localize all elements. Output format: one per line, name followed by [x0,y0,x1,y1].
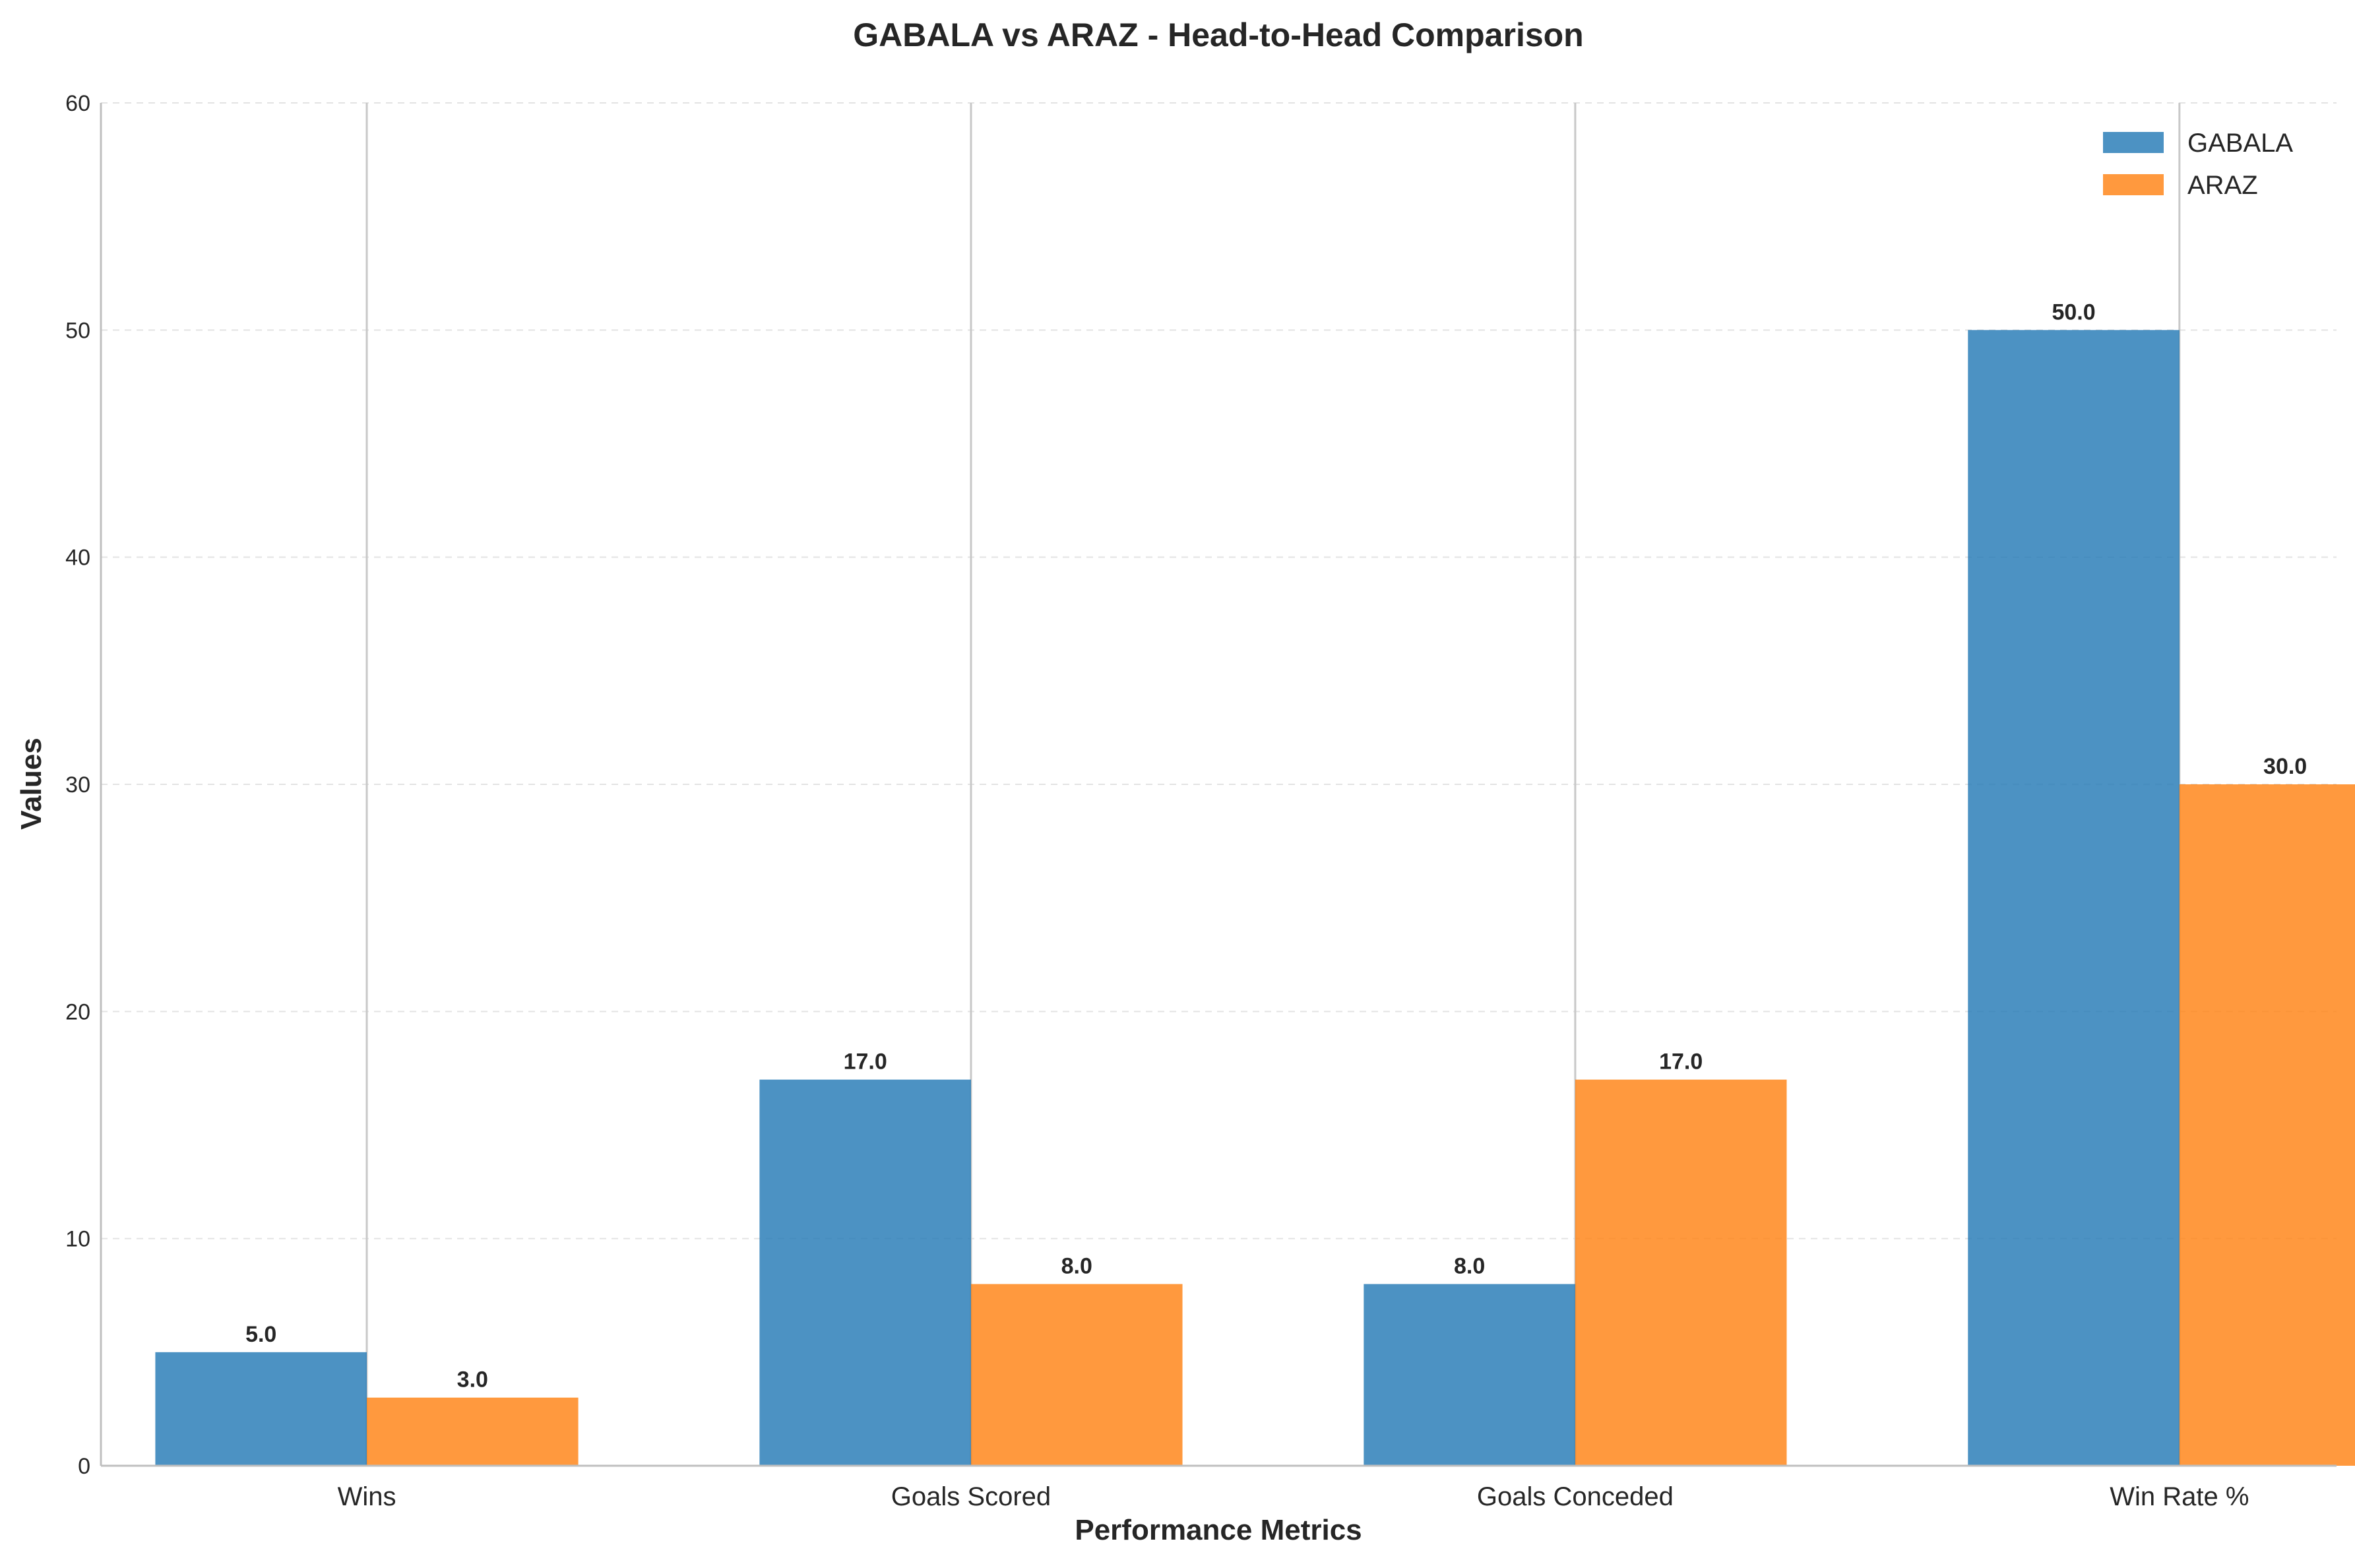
chart-title: GABALA vs ARAZ - Head-to-Head Comparison [853,16,1583,53]
y-tick-label: 0 [78,1454,90,1479]
bar-value-label: 5.0 [245,1322,276,1347]
bar-araz-goals-conceded [1575,1079,1787,1466]
bar-gabala-goals-scored [759,1079,971,1466]
x-tick-label: Wins [338,1482,396,1511]
bar-araz-wins [367,1397,579,1466]
y-tick-label: 20 [65,999,90,1024]
x-axis-label: Performance Metrics [1075,1514,1362,1546]
x-tick-label: Goals Scored [891,1482,1051,1511]
x-tick-label: Win Rate % [2110,1482,2249,1511]
x-tick-labels: Wins Goals Scored Goals Conceded Win Rate % [338,1482,2249,1511]
bar-value-label: 17.0 [1659,1050,1703,1075]
legend-swatch-araz [2103,174,2164,195]
bar-gabala-win-rate- [1968,330,2180,1466]
legend-swatch-gabala [2103,132,2164,153]
legend: GABALA ARAZ [2103,129,2293,200]
y-tick-label: 40 [65,546,90,571]
axes [100,103,2337,1467]
bars [155,330,2355,1466]
bar-value-label: 50.0 [2052,299,2095,325]
y-tick-label: 50 [65,318,90,343]
grid-lines [101,102,2337,1239]
bar-gabala-wins [155,1352,367,1466]
y-tick-label: 60 [65,91,90,116]
value-labels: 5.0 17.0 8.0 50.0 3.0 8.0 17.0 30.0 [245,299,2307,1392]
y-tick-label: 10 [65,1227,90,1252]
bar-value-label: 3.0 [457,1367,488,1393]
y-axis-label: Values [15,737,47,829]
y-tick-label: 30 [65,772,90,798]
bar-gabala-goals-conceded [1364,1284,1575,1466]
bar-value-label: 8.0 [1454,1254,1485,1279]
legend-label-gabala: GABALA [2187,129,2293,158]
bar-value-label: 30.0 [2263,754,2307,779]
y-tick-labels: 0 10 20 30 40 50 60 [65,91,90,1479]
x-tick-label: Goals Conceded [1477,1482,1674,1511]
bar-araz-goals-scored [970,1284,1183,1466]
bar-araz-win-rate- [2179,784,2355,1466]
bar-value-label: 8.0 [1061,1254,1092,1279]
legend-label-araz: ARAZ [2187,171,2258,200]
bar-value-label: 17.0 [844,1050,887,1075]
